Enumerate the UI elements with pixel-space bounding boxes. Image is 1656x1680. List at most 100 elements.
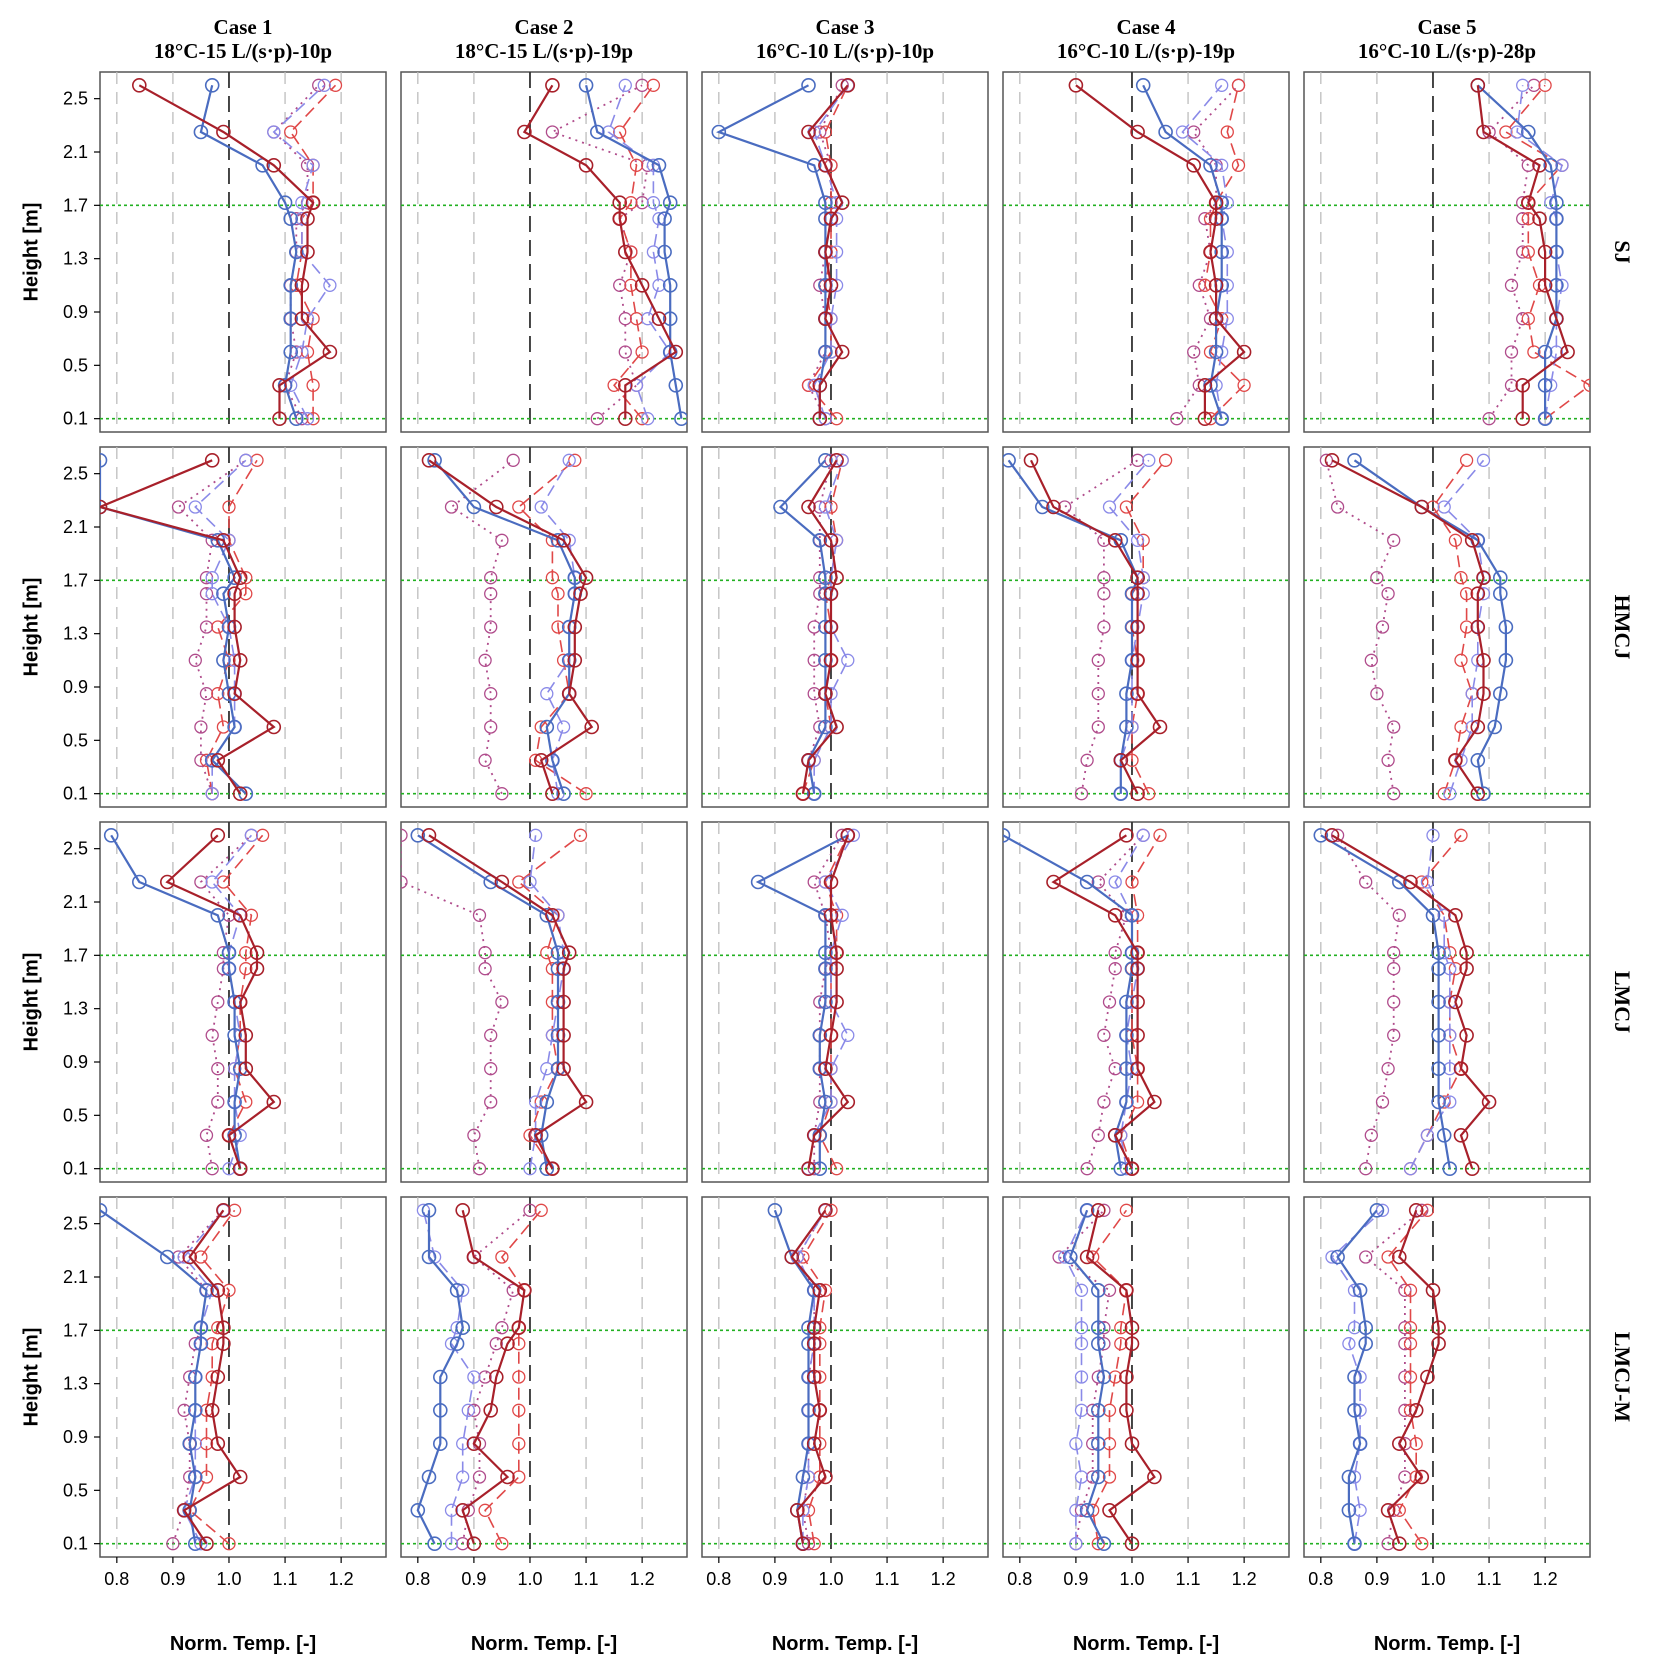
row-label: LMCJ <box>1610 971 1635 1033</box>
data-point-red <box>1208 277 1224 293</box>
data-point-blue <box>651 158 667 173</box>
data-point-red <box>784 1249 800 1265</box>
data-point-pink <box>484 571 498 585</box>
data-point-red <box>1102 1503 1117 1518</box>
data-point-pink <box>472 1162 487 1176</box>
data-point-blue <box>662 195 678 210</box>
data-point-red <box>545 1161 560 1176</box>
series-line-light_blue <box>1330 1209 1384 1544</box>
data-point-red <box>1023 452 1039 468</box>
data-point-light_red <box>624 196 638 210</box>
data-point-blue <box>1096 1369 1112 1385</box>
column-title-case: Case 3 <box>816 15 875 39</box>
data-point-light_blue <box>1074 1337 1089 1351</box>
data-point-blue <box>227 1094 242 1110</box>
series-line-pink <box>813 834 843 1169</box>
x-tick-label: 1.2 <box>931 1569 956 1589</box>
series-line-light_red <box>205 459 258 794</box>
data-point-pink <box>211 1062 225 1076</box>
data-point-pink <box>1170 412 1184 426</box>
data-point-pink <box>1504 378 1519 392</box>
data-point-pink <box>523 1203 537 1217</box>
data-point-light_blue <box>1476 453 1491 467</box>
data-point-red <box>818 158 833 173</box>
data-point-pink <box>478 946 492 960</box>
x-tick-label: 0.9 <box>160 1569 185 1589</box>
data-point-red <box>1464 1161 1480 1176</box>
series-line-pink <box>1063 459 1139 794</box>
data-point-red <box>1130 961 1145 977</box>
data-point-light_blue <box>1215 78 1229 92</box>
data-point-pink <box>495 533 509 547</box>
data-point-blue <box>421 1469 437 1485</box>
data-point-blue <box>432 1403 448 1418</box>
column-title-case: Case 5 <box>1418 15 1477 39</box>
panel-frame <box>701 1196 989 1558</box>
panel-frame <box>701 71 989 433</box>
series-line-pink <box>199 834 253 1169</box>
data-point-pink <box>1387 720 1401 734</box>
data-point-light_red <box>216 875 231 889</box>
data-point-red <box>578 1094 594 1110</box>
row-label: SJ <box>1610 240 1635 263</box>
series-line-light_red <box>613 84 655 420</box>
panel-frame <box>400 821 688 1183</box>
series-line-pink <box>1086 834 1144 1169</box>
data-point-red <box>823 874 839 890</box>
data-point-blue <box>1091 1403 1106 1418</box>
data-point-blue <box>182 1436 197 1451</box>
data-point-red <box>812 411 828 427</box>
x-tick-label: 0.9 <box>762 1569 787 1589</box>
series-line-red <box>801 459 838 794</box>
column-title-case: Case 4 <box>1117 15 1176 39</box>
y-tick-label: 0.9 <box>63 1052 88 1072</box>
data-point-light_red <box>551 587 565 601</box>
data-point-red <box>1537 277 1553 293</box>
data-point-blue <box>283 311 299 327</box>
data-point-blue <box>1347 452 1362 468</box>
data-point-blue <box>662 311 678 327</box>
data-point-light_red <box>807 1537 821 1551</box>
data-point-light_blue <box>641 312 655 326</box>
data-point-red <box>801 499 816 515</box>
data-point-red <box>829 961 844 977</box>
data-point-pink <box>495 787 509 801</box>
x-tick-label: 0.8 <box>405 1569 430 1589</box>
y-axis-label: Height [m] <box>20 953 42 1052</box>
data-point-pink <box>1091 720 1105 734</box>
data-point-blue <box>767 1203 783 1218</box>
data-point-light_blue <box>205 587 219 601</box>
data-point-light_red <box>1459 620 1474 634</box>
data-point-light_blue <box>205 787 219 801</box>
data-point-red <box>1130 945 1145 961</box>
data-point-blue <box>1341 1503 1357 1518</box>
data-point-pink <box>484 1062 498 1076</box>
data-point-light_blue <box>1069 1503 1083 1517</box>
data-point-light_blue <box>1443 1095 1457 1109</box>
data-point-light_red <box>1198 278 1212 292</box>
data-point-red <box>1392 1249 1407 1265</box>
x-tick-label: 0.8 <box>706 1569 731 1589</box>
data-point-pink <box>1387 787 1401 801</box>
data-point-light_blue <box>1108 875 1122 889</box>
data-point-pink <box>199 620 214 634</box>
data-point-blue <box>283 344 299 360</box>
data-point-blue <box>818 452 833 468</box>
data-point-pink <box>484 620 498 634</box>
data-point-pink <box>1504 278 1519 292</box>
data-point-pink <box>1330 828 1345 842</box>
panel-sj-case-1: 0.1 0.5 0.9 1.3 1.7 2.1 2.5 <box>63 71 387 433</box>
data-point-red <box>1448 752 1463 768</box>
data-point-pink <box>1091 1128 1105 1142</box>
y-tick-label: 1.3 <box>63 249 88 269</box>
data-point-red <box>232 1469 248 1485</box>
data-point-blue <box>432 1436 448 1451</box>
data-point-red <box>249 961 265 977</box>
data-point-light_blue <box>1175 125 1190 139</box>
data-point-pink <box>312 78 326 92</box>
data-point-light_blue <box>1426 828 1440 842</box>
series-line-pink <box>1057 1209 1111 1544</box>
data-point-light_red <box>211 687 225 701</box>
series-line-pink <box>449 459 514 795</box>
data-point-red <box>1470 78 1486 93</box>
